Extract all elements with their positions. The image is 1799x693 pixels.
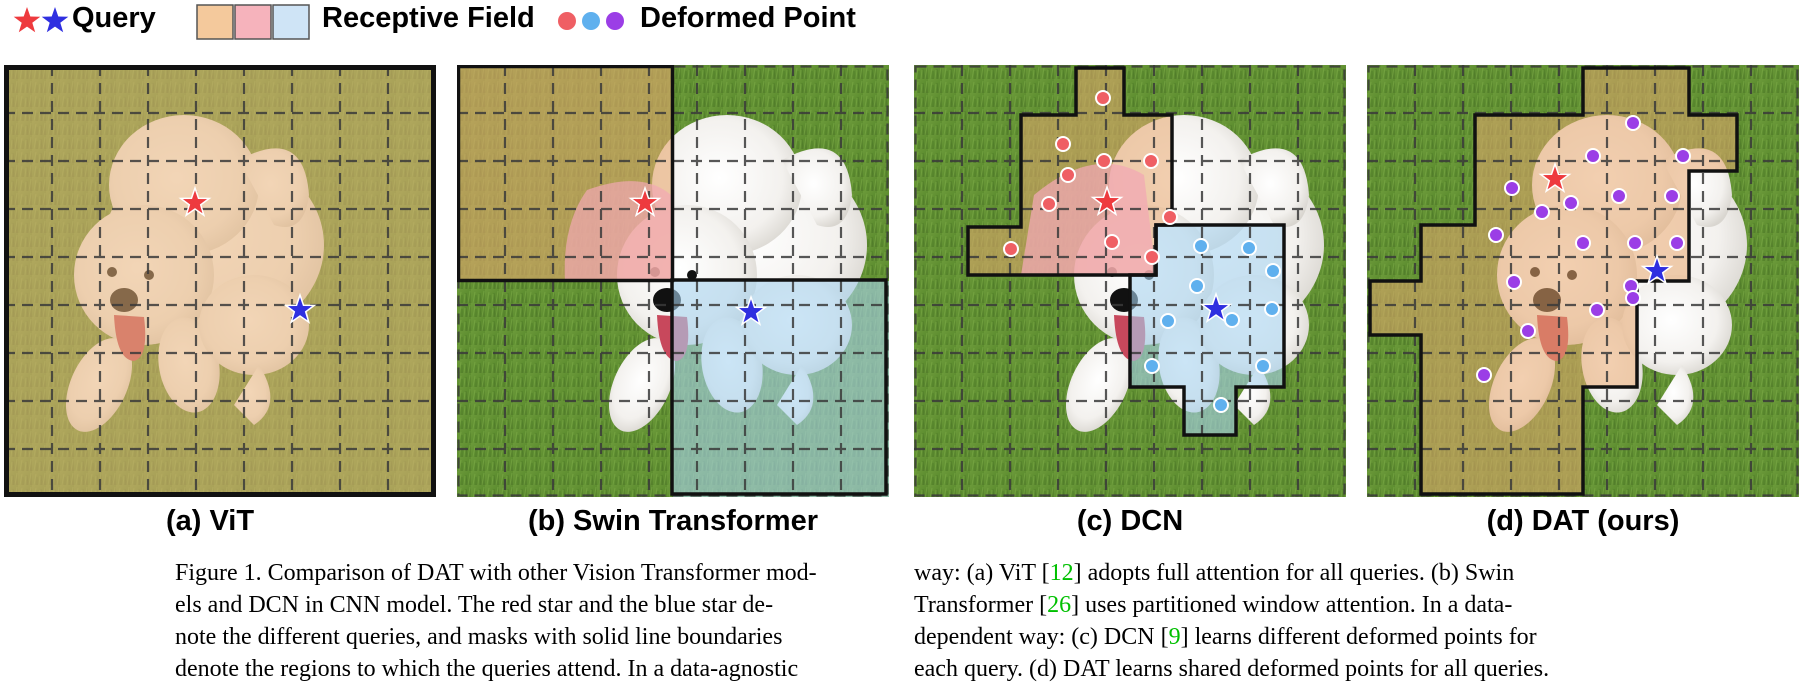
caption-text: ] uses partitioned window attention. In … <box>1071 592 1513 618</box>
caption-text: ] learns different deformed points for <box>1180 624 1537 650</box>
caption-line: way: (a) ViT [12] adopts full attention … <box>914 557 1624 589</box>
citation-link-dcn[interactable]: 9 <box>1168 624 1181 650</box>
citation-link-swin[interactable]: 26 <box>1047 592 1072 618</box>
panel-dcn-image <box>914 65 1346 497</box>
citation-link-vit[interactable]: 12 <box>1049 560 1074 586</box>
panel-label-dat: (d) DAT (ours) <box>1486 505 1680 537</box>
panel-label-dcn: (c) DCN <box>1076 505 1184 537</box>
figure-caption-right: way: (a) ViT [12] adopts full attention … <box>914 557 1624 685</box>
caption-line: dependent way: (c) DCN [9] learns differ… <box>914 621 1624 653</box>
caption-line: Transformer [26] uses partitioned window… <box>914 589 1624 621</box>
panel-label-vit: (a) ViT <box>165 505 255 537</box>
panel-vit-image <box>4 65 436 497</box>
caption-line: denote the regions to which the queries … <box>175 656 799 682</box>
panel-label-swin: (b) Swin Transformer <box>527 505 819 537</box>
legend-receptive-field-label: Receptive Field <box>322 2 535 34</box>
caption-text: dependent way: (c) DCN [ <box>914 624 1169 650</box>
panel-dat-image <box>1367 65 1799 497</box>
panel-swin-image <box>457 65 889 497</box>
legend-query-label: Query <box>72 2 156 34</box>
caption-line: els and DCN in CNN model. The red star a… <box>175 592 774 618</box>
receptive-field-swatches-icon <box>196 4 310 40</box>
legend-deformed-point-label: Deformed Point <box>640 2 856 34</box>
deformed-points-icon <box>558 12 624 30</box>
caption-text: way: (a) ViT [ <box>914 560 1050 586</box>
caption-line: each query. (d) DAT learns shared deform… <box>914 656 1550 682</box>
caption-line: Figure 1. Comparison of DAT with other V… <box>175 560 817 586</box>
caption-line: note the different queries, and masks wi… <box>175 624 783 650</box>
legend: Query Receptive Field Deformed Point <box>0 0 1799 50</box>
red-star-icon <box>13 7 41 33</box>
blue-star-icon <box>41 7 69 33</box>
vit-receptive-field <box>4 65 436 497</box>
caption-text: Transformer [ <box>914 592 1048 618</box>
caption-text: ] adopts full attention for all queries.… <box>1073 560 1515 586</box>
figure-caption-left: Figure 1. Comparison of DAT with other V… <box>175 557 885 685</box>
